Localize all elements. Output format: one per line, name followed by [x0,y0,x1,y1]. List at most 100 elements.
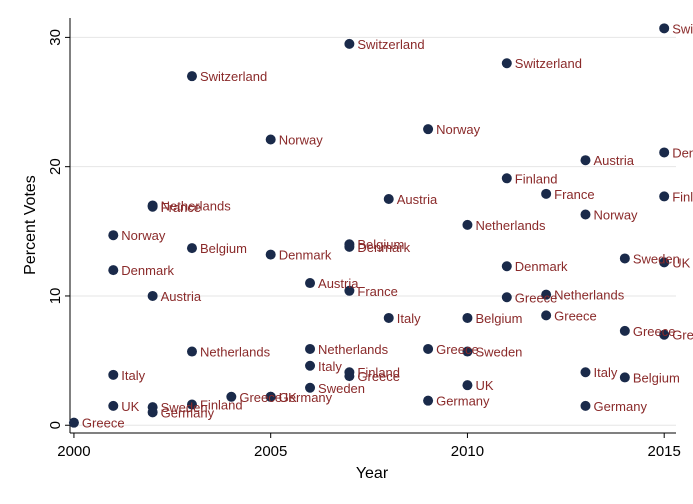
data-point [186,399,197,410]
point-label: Finland [515,171,558,186]
data-point [580,155,591,166]
point-label: Switzerland [357,37,424,52]
point-label: Denmark [121,263,174,278]
point-label: UK [121,399,139,414]
point-label: Netherlands [200,345,271,360]
point-label: Switzerland [515,56,582,71]
data-point [501,58,512,69]
point-label: Italy [593,365,617,380]
data-point [659,147,670,158]
x-tick-label: 2010 [451,443,484,460]
point-label: Denmark [357,240,410,255]
data-point [344,38,355,49]
y-tick-label: 0 [47,421,64,429]
point-label: Belgium [475,311,522,326]
data-point [423,124,434,135]
point-label: Italy [397,311,421,326]
point-label: UK [672,255,690,270]
point-label: Denmark [672,145,693,160]
y-tick-label: 10 [47,288,64,305]
point-label: Finland [357,365,400,380]
y-tick-label: 20 [47,158,64,175]
point-label: UK [279,390,297,405]
point-label: Greece [515,290,558,305]
point-label: France [161,200,201,215]
point-label: Germany [593,399,647,414]
data-point [462,380,473,391]
gridlines [70,36,676,426]
point-label: Belgium [357,237,404,252]
data-point [305,343,316,354]
point-label: Belgium [633,370,680,385]
tick-labels: 0 10 20 30 2000 2005 2010 2015 [47,29,681,460]
data-point [108,369,119,380]
data-point [344,241,355,252]
data-point [541,289,552,300]
point-label: Norway [121,228,166,243]
point-label: Norway [436,122,481,137]
data-point [580,367,591,378]
data-point [305,360,316,371]
point-label: Austria [161,289,202,304]
data-point [344,285,355,296]
x-axis-title: Year [356,465,389,482]
point-label: Greece [239,390,282,405]
data-point [501,292,512,303]
data-point [659,257,670,268]
data-point [423,395,434,406]
data-point [265,134,276,145]
data-point [383,312,394,323]
data-point [462,312,473,323]
data-point [541,188,552,199]
point-label: Norway [279,133,324,148]
data-point [619,372,630,383]
point-label: Austria [593,153,634,168]
point-label: Germany [279,390,333,405]
point-label: Austria [318,276,359,291]
point-label: Netherlands [161,198,232,213]
point-label: Greece [672,328,693,343]
point-label: UK [475,378,493,393]
point-label: Netherlands [554,288,625,303]
data-point [580,209,591,220]
data-point [501,261,512,272]
data-point [147,201,158,212]
data-point [147,290,158,301]
x-tick-label: 2000 [57,443,90,460]
point-label: Finland [672,189,693,204]
data-point [68,417,79,428]
data-point [501,173,512,184]
data-point [462,219,473,230]
point-label: Italy [121,368,145,383]
point-label: Greece [554,308,597,323]
data-point [226,391,237,402]
data-point [619,253,630,264]
y-tick-label: 30 [47,29,64,46]
point-label: Sweden [161,400,208,415]
data-point [108,400,119,411]
data-point [147,407,158,418]
point-label: Germany [161,405,215,420]
data-point [344,371,355,382]
point-label: France [554,187,594,202]
point-label: Sweden [633,251,680,266]
point-label: Switzerland [672,21,693,36]
data-point [659,23,670,34]
x-tick-label: 2015 [648,443,681,460]
point-label: Denmark [279,248,332,263]
data-point [108,230,119,241]
data-point [541,310,552,321]
point-label: Belgium [200,241,247,256]
point-label: Denmark [515,259,568,274]
point-label: Greece [357,369,400,384]
data-point [659,191,670,202]
data-point [580,400,591,411]
data-point [186,243,197,254]
data-point [423,343,434,354]
x-tick-label: 2005 [254,443,287,460]
data-point [186,346,197,357]
point-label: Germany [436,394,490,409]
data-point [619,325,630,336]
data-point [659,329,670,340]
